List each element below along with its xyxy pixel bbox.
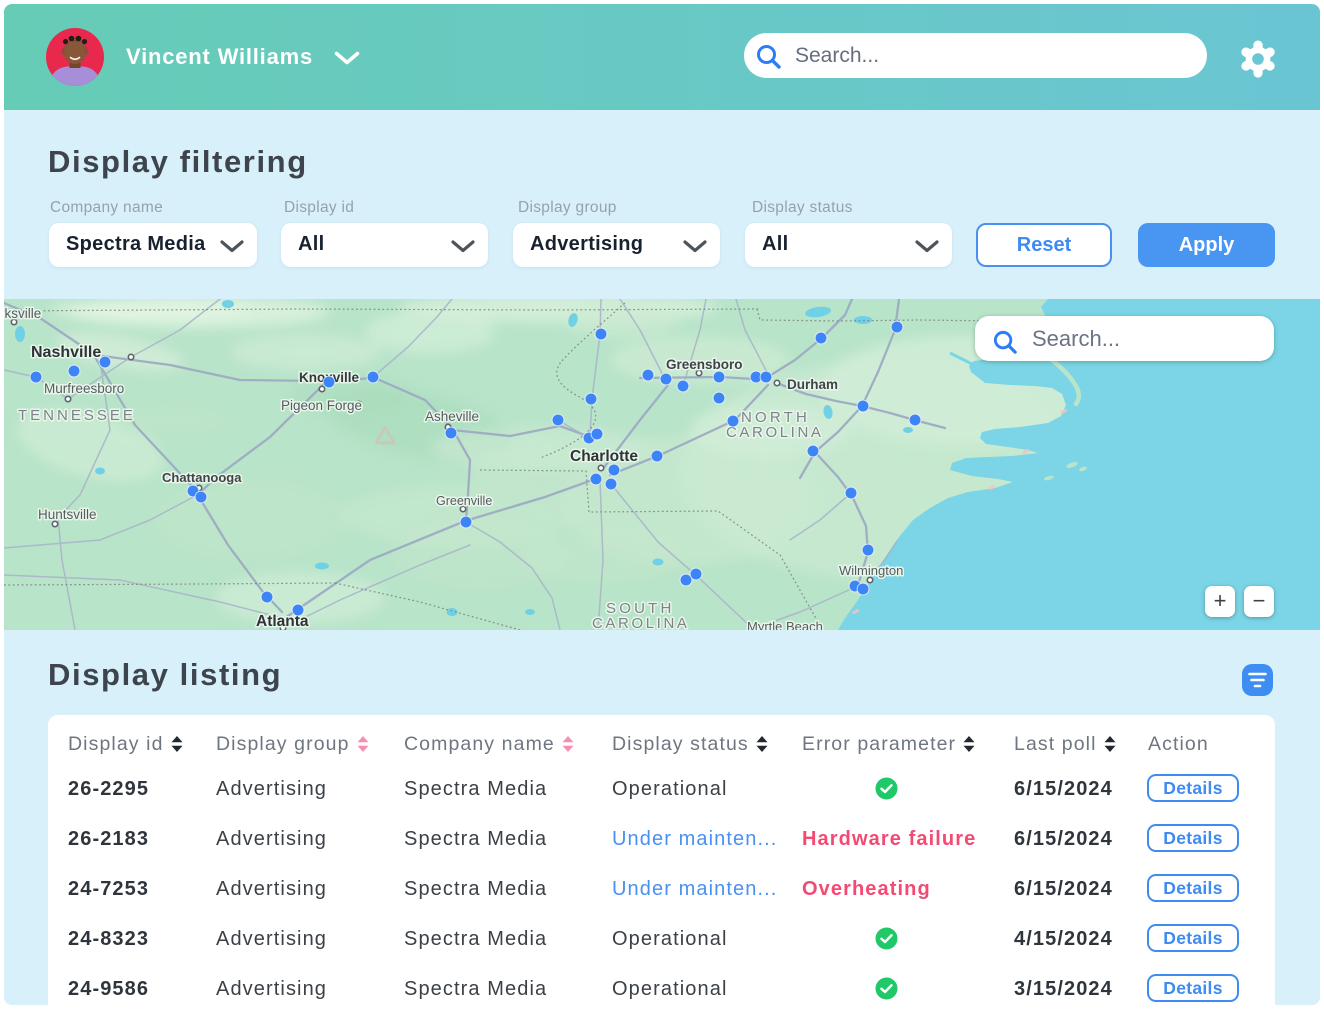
svg-text:Huntsville: Huntsville xyxy=(38,507,97,522)
svg-text:TENNESSEE: TENNESSEE xyxy=(18,407,136,424)
svg-text:SOUTH: SOUTH xyxy=(606,600,675,617)
svg-text:Asheville: Asheville xyxy=(425,409,479,424)
svg-text:Durham: Durham xyxy=(787,377,838,392)
svg-text:CAROLINA: CAROLINA xyxy=(726,424,824,441)
svg-text:rksville: rksville xyxy=(4,306,41,321)
svg-text:Murfreesboro: Murfreesboro xyxy=(44,381,124,396)
svg-text:Wilmington: Wilmington xyxy=(839,563,903,578)
svg-text:Chattanooga: Chattanooga xyxy=(162,470,242,485)
svg-text:Myrtle Beach: Myrtle Beach xyxy=(747,619,823,630)
svg-text:CAROLINA: CAROLINA xyxy=(592,615,690,630)
svg-text:Greensboro: Greensboro xyxy=(666,357,743,372)
svg-text:NORTH: NORTH xyxy=(741,409,810,426)
svg-text:Nashville: Nashville xyxy=(31,344,101,361)
svg-text:Charlotte: Charlotte xyxy=(570,448,638,465)
svg-text:Pigeon Forge: Pigeon Forge xyxy=(281,398,362,413)
svg-text:Greenville: Greenville xyxy=(436,494,492,508)
